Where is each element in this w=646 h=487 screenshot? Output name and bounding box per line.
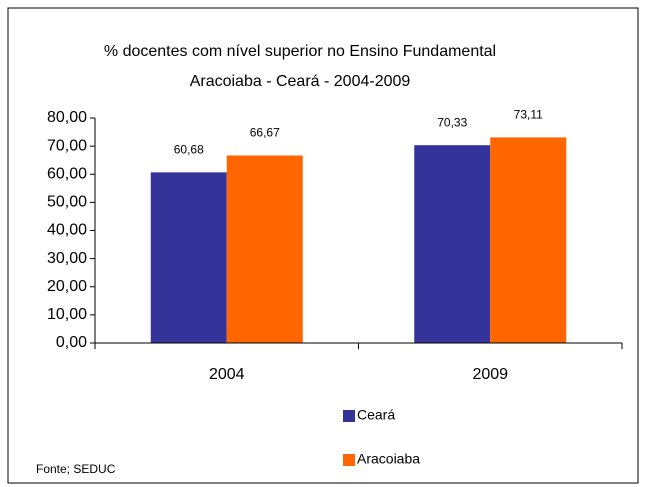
data-label: 66,67	[250, 126, 280, 140]
y-tick-label: 60,00	[47, 165, 87, 182]
source-note: Fonte; SEDUC	[36, 462, 116, 476]
y-tick-label: 80,00	[47, 109, 87, 126]
y-tick-label: 0,00	[56, 334, 87, 351]
y-tick-label: 30,00	[47, 250, 87, 267]
legend-swatch	[343, 410, 355, 422]
bar	[150, 172, 227, 343]
legend-label: Ceará	[357, 407, 395, 423]
legend-swatch	[343, 454, 355, 466]
y-tick-label: 20,00	[47, 278, 87, 295]
bar	[414, 145, 491, 343]
y-tick-label: 70,00	[47, 137, 87, 154]
x-tick-label: 2009	[472, 366, 508, 383]
data-label: 60,68	[174, 143, 204, 157]
data-label: 73,11	[514, 108, 543, 122]
x-tick-label: 2004	[209, 366, 245, 383]
data-label: 70,33	[437, 115, 467, 129]
bar	[226, 155, 303, 343]
legend-label: Aracoiaba	[357, 451, 420, 467]
y-tick-label: 40,00	[47, 222, 87, 239]
chart-title: % docentes com nível superior no Ensino …	[104, 43, 496, 60]
chart-subtitle: Aracoiaba - Ceará - 2004-2009	[190, 73, 411, 90]
y-tick-label: 10,00	[47, 306, 87, 323]
y-tick-label: 50,00	[47, 194, 87, 211]
bar	[490, 137, 567, 343]
